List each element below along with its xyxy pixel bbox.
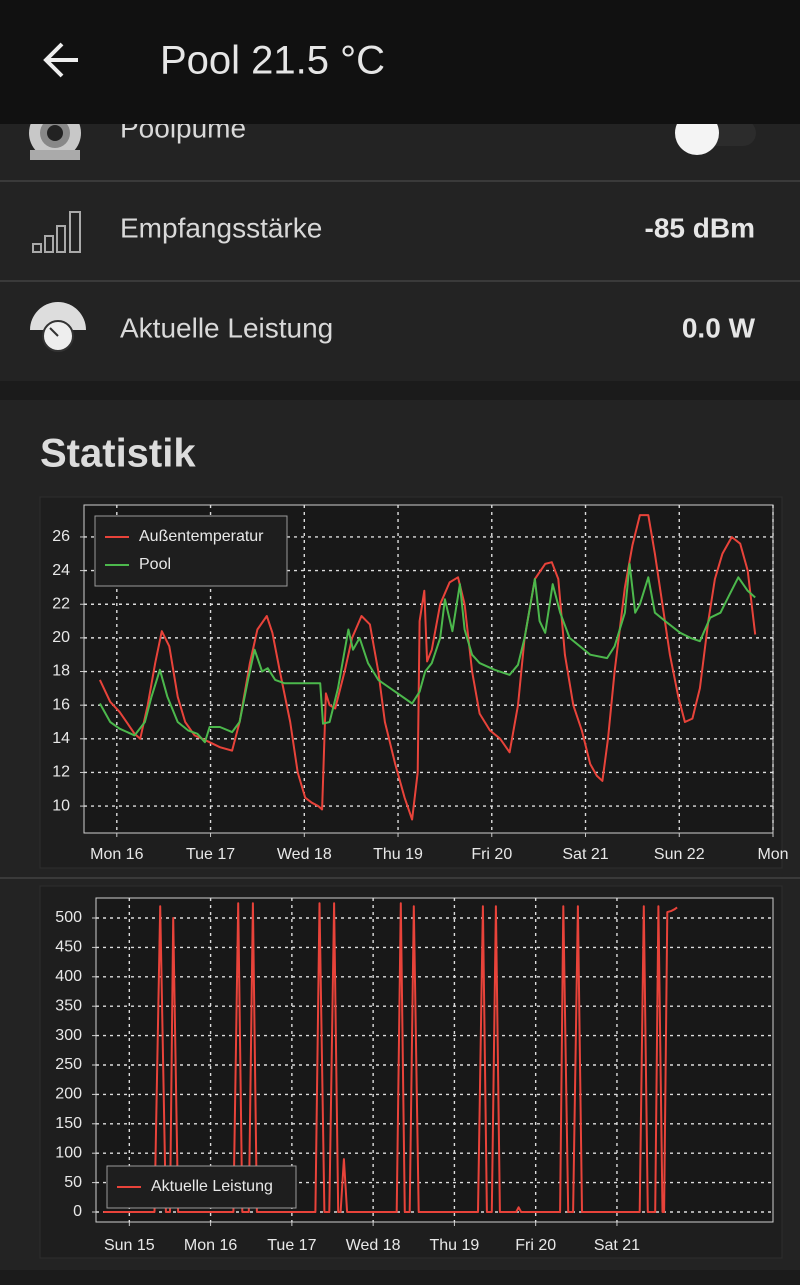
y-tick-label: 22 bbox=[52, 595, 70, 612]
settings-card bbox=[0, 100, 800, 381]
x-tick-label: Sun 15 bbox=[104, 1237, 155, 1254]
data-line bbox=[99, 562, 756, 744]
x-tick-label: Sat 21 bbox=[594, 1237, 640, 1254]
x-tick-label: Mon 16 bbox=[184, 1237, 237, 1254]
section-title: Statistik bbox=[40, 432, 196, 476]
y-tick-label: 18 bbox=[52, 663, 70, 680]
legend-box bbox=[94, 515, 288, 587]
data-line bbox=[103, 902, 678, 1213]
x-tick-label: Mon 16 bbox=[90, 846, 143, 863]
row-label: Empfangsstärke bbox=[120, 212, 322, 243]
y-tick-label: 350 bbox=[55, 997, 82, 1014]
back-button[interactable] bbox=[43, 42, 78, 78]
y-tick-label: 200 bbox=[55, 1086, 82, 1103]
app-bar bbox=[0, 0, 800, 124]
y-tick-label: 450 bbox=[55, 939, 82, 956]
x-tick-label: Mon bbox=[757, 846, 788, 863]
y-tick-label: 20 bbox=[52, 629, 70, 646]
x-tick-label: Thu 19 bbox=[430, 1237, 480, 1254]
row-label: Aktuelle Leistung bbox=[120, 312, 333, 343]
x-tick-label: Sun 22 bbox=[654, 846, 705, 863]
y-tick-label: 10 bbox=[52, 797, 70, 814]
y-tick-label: 400 bbox=[55, 968, 82, 985]
x-tick-label: Sat 21 bbox=[562, 846, 608, 863]
legend-label: Aktuelle Leistung bbox=[151, 1178, 273, 1195]
y-tick-label: 12 bbox=[52, 764, 70, 781]
x-tick-label: Wed 18 bbox=[277, 846, 332, 863]
legend-label: Außentemperatur bbox=[139, 528, 264, 545]
legend-label: Pool bbox=[139, 556, 171, 573]
y-tick-label: 100 bbox=[55, 1144, 82, 1161]
y-tick-label: 14 bbox=[52, 730, 70, 747]
x-tick-label: Tue 17 bbox=[186, 846, 235, 863]
x-tick-label: Thu 19 bbox=[373, 846, 423, 863]
y-tick-label: 24 bbox=[52, 562, 70, 579]
y-tick-label: 300 bbox=[55, 1027, 82, 1044]
y-tick-label: 26 bbox=[52, 528, 70, 545]
y-tick-label: 150 bbox=[55, 1115, 82, 1132]
y-tick-label: 500 bbox=[55, 909, 82, 926]
y-tick-label: 250 bbox=[55, 1056, 82, 1073]
x-tick-label: Fri 20 bbox=[515, 1237, 556, 1254]
y-tick-label: 16 bbox=[52, 696, 70, 713]
signal-icon bbox=[32, 211, 81, 253]
y-tick-label: 50 bbox=[64, 1174, 82, 1191]
gauge-icon bbox=[30, 302, 86, 352]
x-tick-label: Tue 17 bbox=[267, 1237, 316, 1254]
y-tick-label: 0 bbox=[73, 1203, 82, 1220]
page-title: Pool 21.5 °C bbox=[160, 39, 385, 83]
row-value: -85 dBm bbox=[645, 212, 755, 243]
data-line bbox=[98, 514, 757, 821]
x-tick-label: Wed 18 bbox=[346, 1237, 401, 1254]
x-tick-label: Fri 20 bbox=[471, 846, 512, 863]
row-value: 0.0 W bbox=[682, 312, 756, 343]
